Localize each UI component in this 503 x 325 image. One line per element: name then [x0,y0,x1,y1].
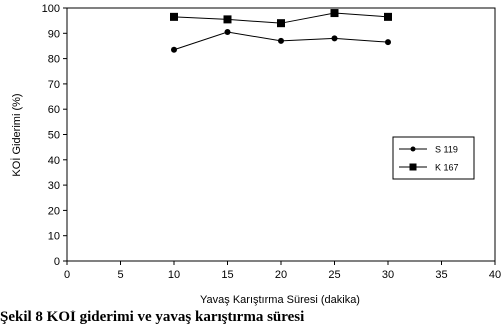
series-1 [171,29,391,53]
square-point [384,12,392,21]
legend-label: K 167 [435,163,459,173]
y-tick-label: 50 [48,130,60,142]
plot-frame [66,7,496,262]
legend-box [392,136,475,180]
circle-point [331,35,338,42]
y-tick-label: 0 [54,256,60,268]
x-tick-label: 25 [328,269,340,281]
figure-caption: Şekil 8 KOİ giderimi ve yavaş karıştırma… [0,310,305,325]
y-tick-label: 100 [42,3,60,15]
series-2 [170,9,392,28]
legend-label: S 119 [435,145,458,155]
y-tick-label: 30 [48,180,60,192]
y-tick-label: 40 [48,155,60,167]
x-axis-ticks: 0 5 10 15 20 25 30 35 40 [64,261,501,281]
square-point [330,9,339,18]
legend-circle-marker [410,146,416,152]
series-layer [170,9,392,53]
plot-area-border [66,7,496,262]
x-tick-label: 20 [275,269,287,281]
y-tick-label: 20 [48,205,60,217]
x-tick-label: 0 [64,269,70,281]
legend-square-marker [409,163,417,171]
x-tick-label: 40 [489,269,501,281]
x-tick-label: 35 [435,269,447,281]
square-point [223,15,232,24]
circle-point [278,37,284,44]
x-tick-label: 10 [168,269,180,281]
y-tick-label: 70 [48,79,60,91]
y-tick-label: 60 [48,104,60,116]
y-tick-label: 80 [48,54,60,66]
square-point [170,12,178,21]
x-tick-label: 15 [221,269,233,281]
y-tick-label: 90 [48,28,60,40]
circle-point [385,39,391,46]
x-tick-label: 30 [382,269,394,281]
y-axis-ticks: 0 10 20 30 40 50 60 70 80 90 100 [42,3,67,268]
square-point [277,19,285,28]
y-axis-title: KOİ Giderimi (%) [10,93,23,176]
y-tick-label: 10 [48,231,60,243]
x-tick-label: 5 [117,269,123,281]
x-axis-title: Yavaş Karıştırma Süresi (dakika) [200,294,360,306]
circle-point [224,29,231,36]
circle-point [171,46,177,53]
legend: S 119 K 167 [392,136,475,180]
